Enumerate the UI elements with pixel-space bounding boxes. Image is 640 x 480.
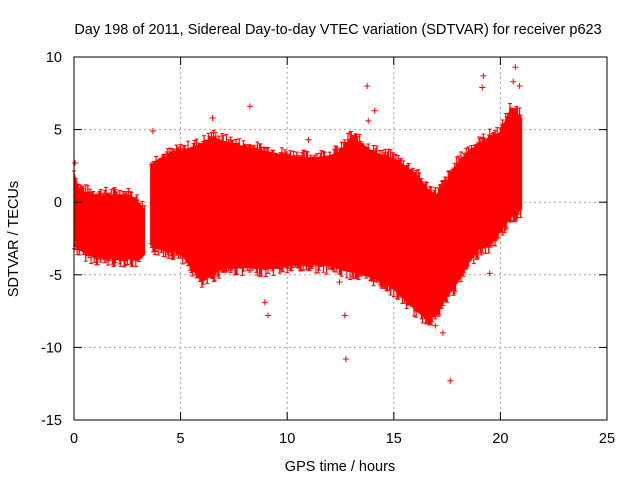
outlier-point [447,377,454,384]
x-tick-label: 0 [70,431,78,447]
outlier-point [352,136,359,143]
outlier-point [516,83,523,90]
outlier-point [432,322,439,329]
outlier-point [246,103,253,110]
outlier-point [486,270,493,277]
outlier-point [371,107,378,114]
outlier-point [153,236,160,243]
outlier-point [72,159,79,166]
axis-ticks: -15 -10 -5 0 5 10 0 5 10 15 20 25 [41,50,615,447]
outlier-point [342,356,349,363]
x-axis-label: GPS time / hours [285,459,395,475]
chart-title: Day 198 of 2011, Sidereal Day-to-day VTE… [74,22,601,38]
outlier-point [510,78,517,85]
outlier-point [149,128,156,135]
outlier-point [439,329,446,336]
x-tick-label: 10 [279,431,295,447]
outlier-point [341,312,348,319]
outlier-point [305,136,312,143]
y-tick-label: -15 [41,413,62,429]
outlier-point [265,312,272,319]
plot-frame [73,56,608,421]
outlier-point [336,279,343,286]
y-tick-label: 0 [54,195,62,211]
outlier-points [72,64,523,384]
x-tick-label: 15 [386,431,402,447]
data-band [72,103,523,326]
x-tick-label: 25 [599,431,615,447]
y-tick-label: -10 [41,340,62,356]
x-tick-label: 5 [177,431,185,447]
y-tick-label: -5 [49,268,62,284]
outlier-point [480,72,487,79]
outlier-point [479,84,486,91]
y-tick-label: 10 [46,50,62,66]
outlier-point [364,83,371,90]
outlier-point [512,64,519,71]
outlier-point [209,114,216,121]
y-axis-label: SDTVAR / TECUs [6,181,22,297]
outlier-point [261,299,268,306]
outlier-point [365,117,372,124]
x-tick-label: 20 [492,431,508,447]
y-tick-label: 5 [54,123,62,139]
